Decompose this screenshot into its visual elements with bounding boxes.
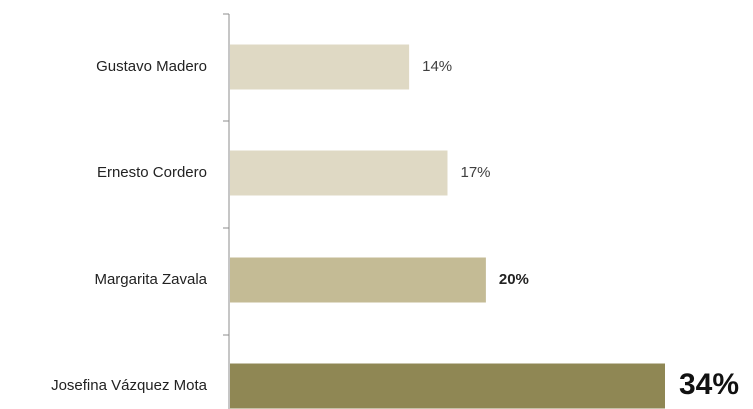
value-label: 14% bbox=[422, 58, 452, 75]
category-label: Josefina Vázquez Mota bbox=[51, 377, 208, 394]
value-label: 20% bbox=[499, 271, 529, 288]
value-label: 17% bbox=[461, 164, 491, 181]
category-label: Ernesto Cordero bbox=[97, 164, 207, 181]
chart-axis bbox=[223, 13, 230, 409]
value-label: 34% bbox=[679, 368, 739, 401]
labels-layer: Gustavo Madero 14% Ernesto Cordero 17% Marga… bbox=[51, 58, 739, 401]
bar bbox=[230, 257, 486, 303]
bar bbox=[230, 44, 410, 90]
bar bbox=[230, 363, 665, 409]
category-label: Gustavo Madero bbox=[96, 58, 207, 75]
bar bbox=[230, 150, 448, 196]
category-label: Margarita Zavala bbox=[94, 271, 207, 288]
bars-layer bbox=[230, 44, 665, 409]
